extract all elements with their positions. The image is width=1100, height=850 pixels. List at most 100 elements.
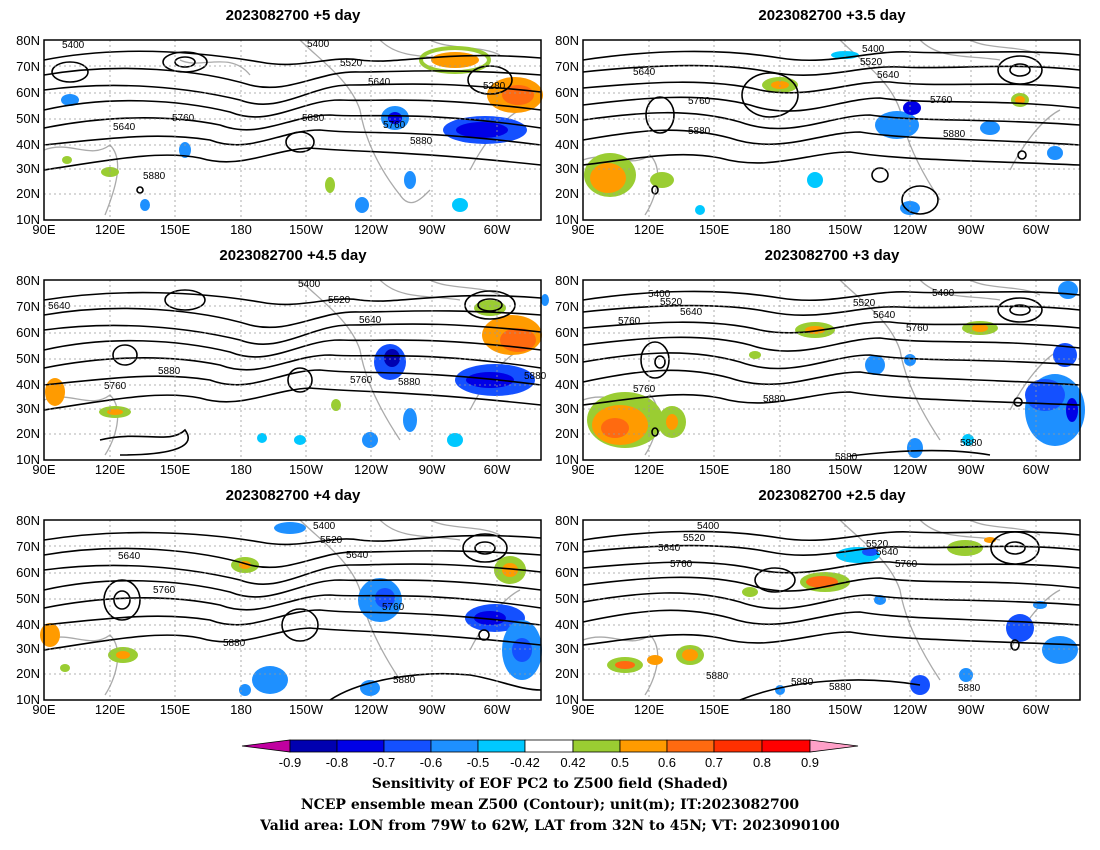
contour-label: 5880 bbox=[763, 394, 786, 405]
lon-tick-label: 90E bbox=[32, 222, 55, 237]
contour-label: 5760 bbox=[906, 323, 929, 334]
lon-tick-label: 150E bbox=[699, 462, 730, 477]
lon-tick-label: 90W bbox=[419, 222, 446, 237]
lon-tick-label: 90W bbox=[958, 222, 985, 237]
gridlines bbox=[44, 520, 541, 700]
lon-tick-label: 150W bbox=[289, 462, 324, 477]
contour-label: 5880 bbox=[791, 677, 814, 688]
contour-label: 5280 bbox=[483, 81, 506, 92]
map-panel-1: 2023082700 +5 day bbox=[16, 7, 543, 237]
lat-axis: 80N 70N 60N 50N 40N 30N 20N 10N bbox=[16, 513, 40, 707]
colorbar-label: -0.42 bbox=[510, 755, 540, 770]
contour-label: 5880 bbox=[143, 171, 166, 182]
lon-tick-label: 150E bbox=[160, 222, 191, 237]
contour-label: 5640 bbox=[118, 551, 141, 562]
colorbar-label: 0.7 bbox=[705, 755, 723, 770]
lat-tick-label: 30N bbox=[16, 161, 40, 176]
lat-tick-label: 40N bbox=[555, 377, 579, 392]
colorbar-swatch bbox=[761, 739, 811, 753]
lon-tick-label: 90E bbox=[571, 222, 594, 237]
contour-label: 5760 bbox=[895, 559, 918, 570]
contour-label: 5760 bbox=[688, 96, 711, 107]
lon-tick-label: 90W bbox=[958, 462, 985, 477]
lon-tick-label: 60W bbox=[484, 462, 511, 477]
contour-label: 5400 bbox=[313, 521, 336, 532]
lat-tick-label: 40N bbox=[16, 137, 40, 152]
lat-tick-label: 10N bbox=[555, 452, 579, 467]
lat-tick-label: 40N bbox=[555, 617, 579, 632]
lat-tick-label: 10N bbox=[16, 692, 40, 707]
lon-tick-label: 120E bbox=[95, 702, 126, 717]
lat-tick-label: 70N bbox=[555, 539, 579, 554]
lon-axis: 90E 120E 150E 180 150W 120W 90W 60W bbox=[571, 462, 1050, 477]
contour-label: 5760 bbox=[633, 384, 656, 395]
lon-tick-label: 180 bbox=[769, 702, 791, 717]
colorbar-label: -0.8 bbox=[326, 755, 348, 770]
contour-label: 5880 bbox=[835, 452, 858, 463]
colorbar-label: -0.6 bbox=[420, 755, 442, 770]
lat-tick-label: 50N bbox=[16, 591, 40, 606]
lon-tick-label: 150W bbox=[289, 702, 324, 717]
colorbar-label: 0.6 bbox=[658, 755, 676, 770]
colorbar-label: 0.8 bbox=[753, 755, 771, 770]
caption-line-2: NCEP ensemble mean Z500 (Contour); unit(… bbox=[301, 797, 800, 813]
gridlines bbox=[583, 520, 1080, 700]
contour-label: 5880 bbox=[393, 675, 416, 686]
z500-contours bbox=[582, 530, 1081, 701]
contour-labels: 5400 5520 5520 5640 5640 5760 5760 5880 … bbox=[658, 521, 981, 694]
lon-tick-label: 90W bbox=[958, 702, 985, 717]
contour-label: 5400 bbox=[298, 279, 321, 290]
lat-tick-label: 70N bbox=[555, 59, 579, 74]
lat-tick-label: 50N bbox=[555, 351, 579, 366]
contour-label: 5760 bbox=[618, 316, 641, 327]
lat-tick-label: 50N bbox=[16, 351, 40, 366]
colorbar-swatch bbox=[524, 739, 574, 753]
contour-label: 5640 bbox=[876, 547, 899, 558]
lon-axis: 90E 120E 150E 180 150W 120W 90W 60W bbox=[32, 222, 511, 237]
lon-tick-label: 90E bbox=[32, 462, 55, 477]
lat-tick-label: 10N bbox=[16, 212, 40, 227]
colorbar-swatch bbox=[477, 739, 526, 753]
map-frame bbox=[582, 279, 1081, 461]
lon-tick-label: 180 bbox=[769, 222, 791, 237]
contour-label: 5880 bbox=[958, 683, 981, 694]
colorbar-swatch bbox=[666, 739, 715, 753]
lat-tick-label: 60N bbox=[555, 325, 579, 340]
contour-label: 5640 bbox=[368, 77, 391, 88]
lon-tick-label: 180 bbox=[230, 702, 252, 717]
gridlines bbox=[44, 40, 541, 220]
lat-tick-label: 80N bbox=[555, 273, 579, 288]
colorbar-low-triangle bbox=[241, 739, 291, 753]
panel-title-6: 2023082700 +2.5 day bbox=[758, 487, 906, 504]
map-panel-3: 2023082700 +4.5 day bbox=[16, 247, 549, 477]
contour-label: 5640 bbox=[877, 70, 900, 81]
lon-axis: 90E 120E 150E 180 150W 120W 90W 60W bbox=[571, 702, 1050, 717]
lon-tick-label: 120E bbox=[95, 462, 126, 477]
lat-tick-label: 30N bbox=[555, 641, 579, 656]
contour-label: 5880 bbox=[688, 126, 711, 137]
contour-labels: 5400 5400 5520 5520 5640 5640 5760 5760 … bbox=[618, 288, 983, 463]
contour-label: 5880 bbox=[410, 136, 433, 147]
contour-label: 5640 bbox=[873, 310, 896, 321]
lat-tick-label: 60N bbox=[555, 85, 579, 100]
colorbar-label: 0.5 bbox=[611, 755, 629, 770]
colorbar-swatch bbox=[572, 739, 621, 753]
colorbar-label: -0.9 bbox=[279, 755, 301, 770]
map-panel-2: 2023082700 +3.5 day bbox=[555, 7, 1081, 237]
contour-label: 5640 bbox=[658, 543, 681, 554]
lon-tick-label: 60W bbox=[1023, 222, 1050, 237]
lon-tick-label: 150W bbox=[289, 222, 324, 237]
colorbar-label: -0.5 bbox=[467, 755, 489, 770]
lat-tick-label: 60N bbox=[16, 325, 40, 340]
lat-tick-label: 50N bbox=[555, 111, 579, 126]
lon-tick-label: 90E bbox=[571, 702, 594, 717]
lon-tick-label: 180 bbox=[769, 462, 791, 477]
lat-tick-label: 20N bbox=[555, 666, 579, 681]
contour-label: 5640 bbox=[346, 550, 369, 561]
contour-label: 5520 bbox=[328, 295, 351, 306]
z500-contours bbox=[43, 531, 542, 701]
panel-title-4: 2023082700 +3 day bbox=[765, 247, 900, 264]
colorbar-label: 0.9 bbox=[801, 755, 819, 770]
lat-tick-label: 80N bbox=[16, 273, 40, 288]
lat-tick-label: 70N bbox=[16, 299, 40, 314]
